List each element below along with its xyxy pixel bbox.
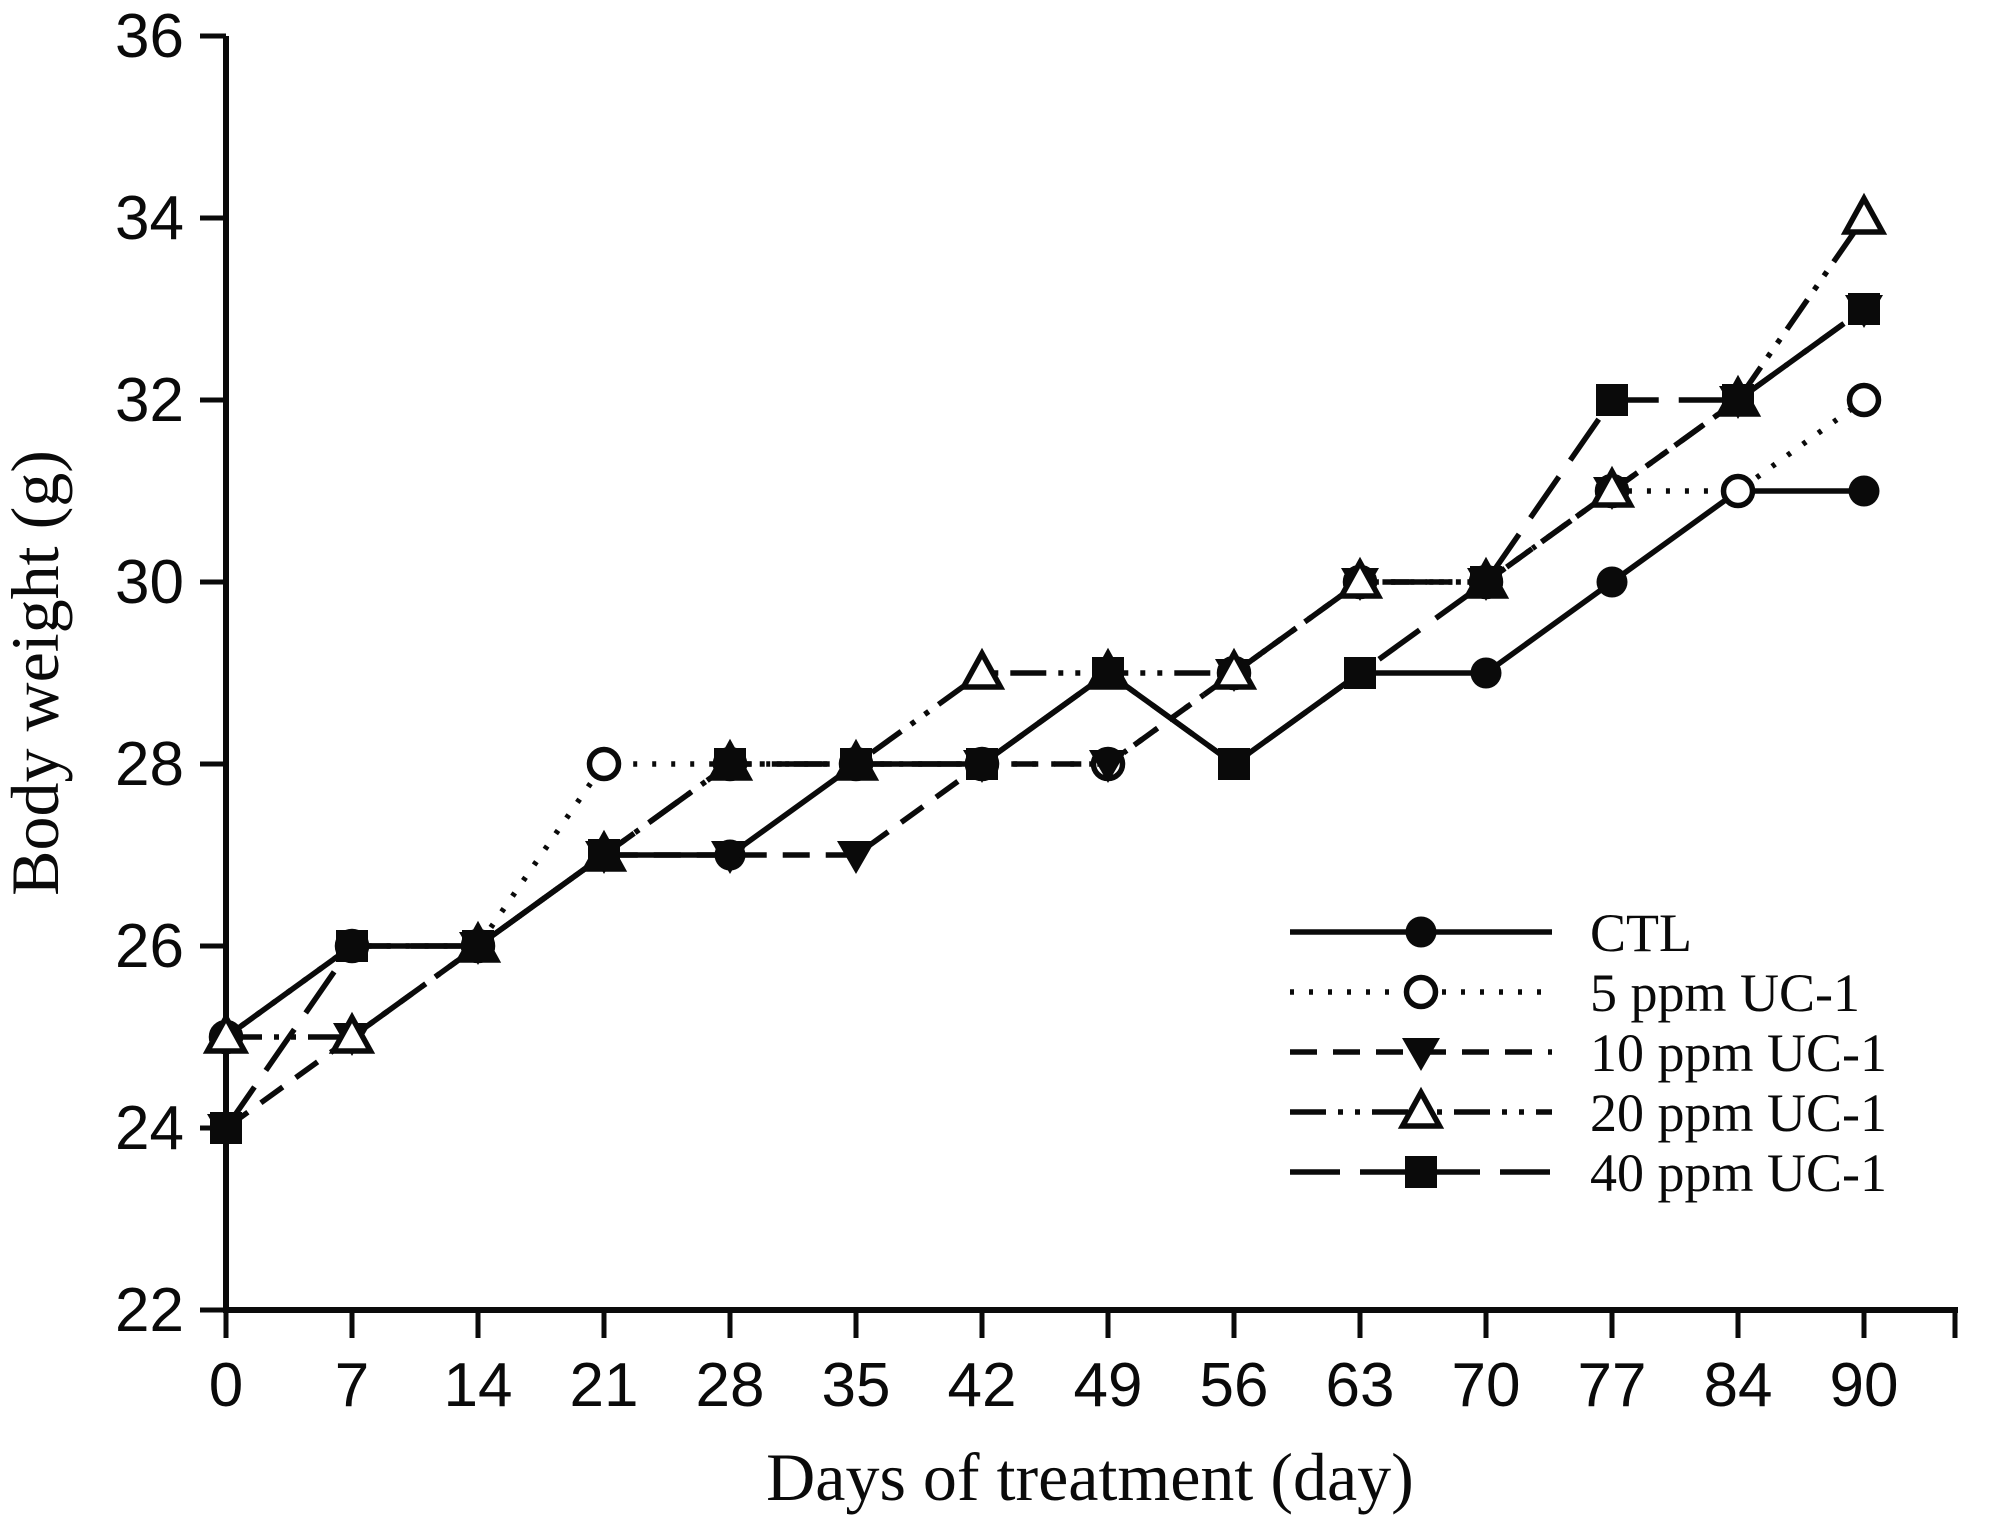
- x-axis-title: Days of treatment (day): [766, 1439, 1414, 1515]
- data-point-open-triangle-up: [1397, 1086, 1445, 1129]
- data-point-open-triangle-up: [1840, 192, 1888, 235]
- data-point-filled-square: [1344, 657, 1376, 689]
- x-tick-label: 42: [948, 1351, 1017, 1420]
- y-tick-label: 24: [115, 1094, 184, 1163]
- axes: 22 24 26 28 30 32 34 36 0 7 14 21 28 35 42 49 56 63 70 77 84…: [115, 2, 1958, 1420]
- x-tick-label: 63: [1326, 1351, 1395, 1420]
- x-tick-label: 70: [1452, 1351, 1521, 1420]
- x-tick-label: 7: [335, 1351, 369, 1420]
- legend-item-5-ppm-uc-1: 5 ppm UC-1: [1290, 963, 1860, 1023]
- x-tick-label: 35: [822, 1351, 891, 1420]
- data-point-open-circle: [586, 746, 622, 782]
- series-line: [226, 216, 1867, 1040]
- data-point-open-circle: [1846, 382, 1882, 418]
- legend-item-40-ppm-uc-1: 40 ppm UC-1: [1290, 1143, 1887, 1203]
- data-point-filled-square: [210, 1112, 242, 1144]
- data-point-filled-square: [1848, 293, 1880, 325]
- y-tick-label: 34: [115, 184, 184, 253]
- legend-label: 20 ppm UC-1: [1590, 1083, 1887, 1143]
- data-point-filled-triangle-down: [711, 841, 749, 874]
- x-tick-label: 14: [444, 1351, 513, 1420]
- data-point-open-triangle-up: [1336, 556, 1384, 599]
- data-point-open-triangle-up: [1210, 647, 1258, 690]
- x-tick-label: 21: [570, 1351, 639, 1420]
- data-point-filled-square: [966, 748, 998, 780]
- data-point-open-triangle-up: [202, 1011, 250, 1054]
- data-point-filled-square: [588, 839, 620, 871]
- legend-item-ctl: CTL: [1290, 903, 1692, 963]
- data-point-open-triangle-up: [328, 1011, 376, 1054]
- data-point-filled-square: [336, 930, 368, 962]
- x-tick-label: 90: [1830, 1351, 1899, 1420]
- y-tick-label: 26: [115, 912, 184, 981]
- data-point-filled-square: [1405, 1156, 1437, 1188]
- data-point-open-circle: [1720, 473, 1756, 509]
- legend-label: CTL: [1590, 903, 1692, 963]
- data-point-filled-circle: [1596, 566, 1628, 598]
- data-point-filled-circle: [1405, 916, 1437, 948]
- series-40-ppm-uc-1: [210, 293, 1880, 1144]
- x-tick-label: 49: [1074, 1351, 1143, 1420]
- data-point-filled-square: [714, 748, 746, 780]
- y-tick-label: 22: [115, 1276, 184, 1345]
- y-axis-title: Body weight (g): [0, 450, 73, 896]
- data-point-filled-triangle-down: [1402, 1038, 1440, 1071]
- legend-label: 5 ppm UC-1: [1590, 963, 1860, 1023]
- y-tick-label: 30: [115, 548, 184, 617]
- y-tick-label: 28: [115, 730, 184, 799]
- data-point-filled-square: [462, 930, 494, 962]
- y-tick-label: 32: [115, 366, 184, 435]
- x-tick-label: 77: [1578, 1351, 1647, 1420]
- data-point-open-triangle-up: [1588, 465, 1636, 508]
- data-point-filled-square: [1722, 384, 1754, 416]
- data-point-filled-circle: [1848, 475, 1880, 507]
- legend-label: 40 ppm UC-1: [1590, 1143, 1887, 1203]
- data-point-filled-square: [840, 748, 872, 780]
- data-point-filled-circle: [1470, 657, 1502, 689]
- data-point-filled-triangle-down: [1089, 750, 1127, 783]
- x-tick-label: 0: [209, 1351, 243, 1420]
- series-line: [223, 306, 1866, 1130]
- data-point-filled-square: [1596, 384, 1628, 416]
- legend-item-10-ppm-uc-1: 10 ppm UC-1: [1290, 1023, 1887, 1083]
- legend-item-20-ppm-uc-1: 20 ppm UC-1: [1290, 1083, 1887, 1143]
- data-point-filled-square: [1218, 748, 1250, 780]
- x-tick-label: 56: [1200, 1351, 1269, 1420]
- data-point-filled-square: [1470, 566, 1502, 598]
- data-point-open-circle: [1403, 974, 1439, 1010]
- data-point-filled-square: [1092, 657, 1124, 689]
- data-point-open-triangle-up: [958, 647, 1006, 690]
- x-tick-label: 84: [1704, 1351, 1773, 1420]
- data-point-filled-triangle-down: [837, 841, 875, 874]
- legend-label: 10 ppm UC-1: [1590, 1023, 1887, 1083]
- x-tick-label: 28: [696, 1351, 765, 1420]
- y-tick-label: 36: [115, 2, 184, 71]
